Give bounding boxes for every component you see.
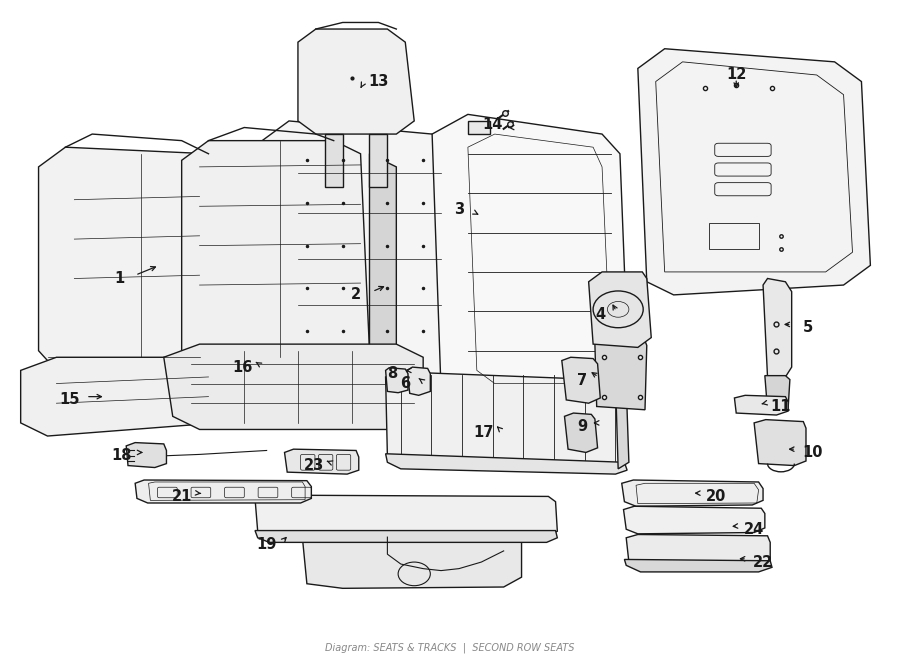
Text: 18: 18 — [112, 448, 132, 463]
Text: 13: 13 — [368, 74, 389, 89]
Polygon shape — [622, 480, 763, 506]
Text: 24: 24 — [744, 522, 764, 537]
Polygon shape — [370, 134, 387, 187]
Polygon shape — [595, 341, 647, 410]
Polygon shape — [255, 495, 557, 538]
Text: 22: 22 — [753, 555, 773, 569]
Text: 16: 16 — [232, 359, 253, 375]
Text: 15: 15 — [59, 393, 80, 407]
Text: 11: 11 — [770, 399, 791, 414]
Polygon shape — [284, 449, 359, 474]
Text: 5: 5 — [803, 320, 813, 335]
Polygon shape — [564, 413, 598, 452]
Text: 1: 1 — [114, 271, 124, 286]
Text: 12: 12 — [726, 68, 746, 83]
Polygon shape — [432, 115, 629, 403]
Polygon shape — [126, 443, 166, 467]
Text: 21: 21 — [172, 489, 192, 504]
Polygon shape — [164, 344, 423, 430]
Polygon shape — [468, 121, 490, 134]
Polygon shape — [407, 367, 430, 395]
Polygon shape — [562, 357, 600, 403]
Polygon shape — [765, 375, 790, 410]
Polygon shape — [182, 140, 370, 370]
Polygon shape — [763, 279, 792, 377]
Polygon shape — [385, 368, 408, 393]
Text: 10: 10 — [802, 445, 823, 460]
Polygon shape — [625, 559, 772, 572]
Text: 3: 3 — [454, 202, 464, 217]
Polygon shape — [21, 357, 235, 436]
Polygon shape — [302, 537, 522, 589]
Text: 23: 23 — [304, 458, 324, 473]
Text: 8: 8 — [387, 366, 397, 381]
Polygon shape — [589, 272, 652, 348]
Polygon shape — [638, 49, 870, 295]
Polygon shape — [255, 530, 557, 542]
Polygon shape — [385, 371, 627, 469]
Polygon shape — [343, 154, 396, 370]
Text: 19: 19 — [256, 537, 277, 552]
Text: 4: 4 — [595, 307, 606, 322]
Polygon shape — [626, 534, 770, 567]
Text: Diagram: SEATS & TRACKS  |  SECOND ROW SEATS: Diagram: SEATS & TRACKS | SECOND ROW SEA… — [325, 642, 575, 653]
Polygon shape — [298, 29, 414, 134]
Text: 14: 14 — [482, 117, 503, 132]
Text: 17: 17 — [473, 425, 494, 440]
Polygon shape — [734, 395, 788, 415]
Text: 20: 20 — [706, 489, 726, 504]
Polygon shape — [385, 453, 627, 474]
Text: 2: 2 — [351, 287, 361, 303]
Polygon shape — [135, 480, 311, 503]
Polygon shape — [754, 420, 806, 465]
Polygon shape — [209, 173, 253, 370]
Polygon shape — [616, 380, 629, 469]
Text: 7: 7 — [577, 373, 588, 388]
Polygon shape — [624, 506, 765, 534]
Polygon shape — [262, 121, 459, 390]
Polygon shape — [39, 147, 227, 370]
Text: 9: 9 — [577, 418, 588, 434]
Text: 6: 6 — [400, 376, 410, 391]
Polygon shape — [325, 134, 343, 187]
